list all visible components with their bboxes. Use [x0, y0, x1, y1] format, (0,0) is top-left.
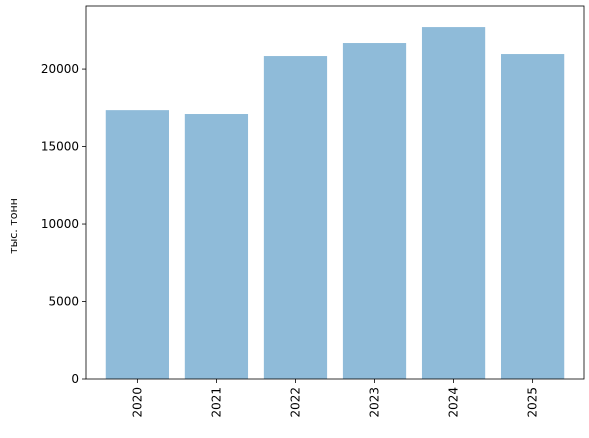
x-tick-label: 2024	[447, 387, 461, 418]
bar	[184, 114, 249, 380]
bar	[421, 27, 486, 380]
bar	[342, 43, 407, 379]
y-tick-label: 5000	[48, 295, 79, 309]
y-tick-label: 0	[71, 372, 79, 386]
y-axis-label: тыс. тонн	[7, 198, 20, 254]
x-tick-label: 2025	[526, 387, 540, 418]
plot-frame	[85, 5, 585, 380]
y-tick-label: 20000	[41, 62, 79, 76]
bar	[105, 110, 169, 380]
x-tick-label: 2021	[209, 387, 223, 418]
y-tick-label: 15000	[41, 140, 79, 154]
y-tick-label: 10000	[41, 217, 79, 231]
x-tick-label: 2023	[368, 387, 382, 418]
bar	[263, 56, 328, 380]
bar	[501, 54, 565, 379]
x-tick-label: 2020	[130, 387, 144, 418]
x-tick-label: 2022	[288, 387, 302, 418]
